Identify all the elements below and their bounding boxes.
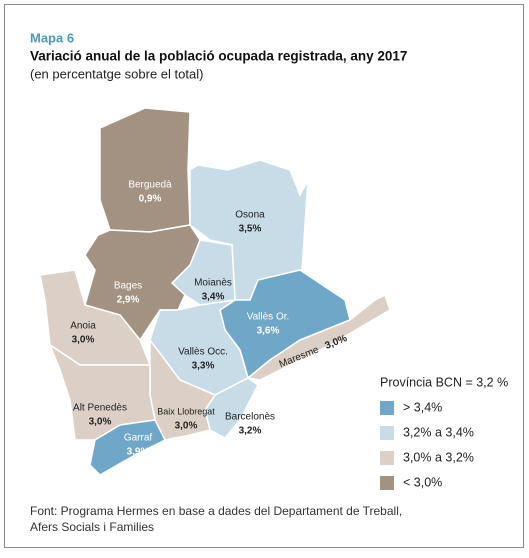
source-line: Font: Programa Hermes en base a dades de… (30, 504, 402, 518)
region (99, 107, 191, 233)
map-title: Variació anual de la població ocupada re… (30, 49, 407, 64)
region-name: Barcelonès (225, 412, 275, 423)
legend-title: Província BCN = 3,2 % (380, 375, 508, 389)
region-value: 3,0% (89, 417, 112, 428)
region-name: Baix Llobregat (157, 406, 215, 416)
region (246, 293, 391, 381)
map: Berguedà 0,9% Osona 3,5% Moianès 3,4% Bages 2,9… (39, 107, 391, 476)
region-value: 2,9% (117, 295, 140, 306)
legend-swatch (380, 476, 394, 490)
legend-label: > 3,4% (403, 400, 442, 414)
region-value: 3,4% (202, 292, 225, 303)
legend-label: < 3,0% (403, 475, 442, 489)
map-number: Mapa 6 (30, 30, 74, 45)
region-name: Vallès Occ. (178, 347, 228, 358)
region-value: 3,6% (257, 326, 280, 337)
region-value: 3,9% (127, 447, 150, 458)
legend: Província BCN = 3,2 % > 3,4% 3,2% a 3,4% 3,… (380, 375, 508, 490)
map-subtitle: (en percentatge sobre el total) (30, 66, 203, 81)
region-name: Berguedà (128, 180, 172, 191)
region-value: 3,5% (239, 224, 262, 235)
region-name: Osona (235, 210, 265, 221)
region-name: Bages (114, 281, 142, 292)
legend-swatch (380, 401, 394, 415)
region-value: 3,0% (72, 335, 95, 346)
region-value: 3,3% (192, 361, 215, 372)
legend-swatch (380, 426, 394, 440)
region-name: Vallès Or. (247, 312, 290, 323)
legend-label: 3,0% a 3,2% (403, 450, 474, 464)
region-value: 0,9% (139, 194, 162, 205)
region-name: Alt Penedès (73, 403, 127, 414)
region-name: Anoia (70, 321, 96, 332)
legend-label: 3,2% a 3,4% (403, 425, 474, 439)
legend-swatch (380, 451, 394, 465)
region-value: 3,2% (239, 426, 262, 437)
source-line: Afers Socials i Families (30, 520, 154, 534)
region (189, 159, 309, 301)
region (89, 419, 167, 476)
region-name: Garraf (124, 433, 153, 444)
region-name: Moianès (194, 278, 232, 289)
region-value: 3,0% (175, 421, 198, 432)
